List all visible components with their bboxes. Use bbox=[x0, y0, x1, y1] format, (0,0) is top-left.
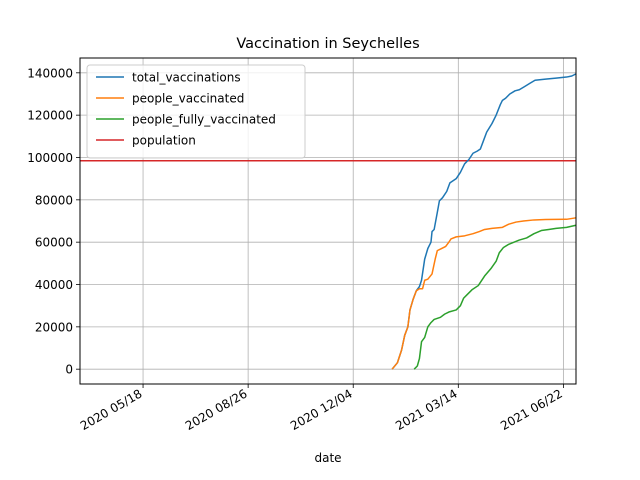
y-tick-label: 40000 bbox=[35, 278, 73, 292]
x-axis-label: date bbox=[314, 451, 341, 465]
y-tick-label: 60000 bbox=[35, 236, 73, 250]
plot-frame bbox=[79, 57, 577, 385]
legend-label: people_fully_vaccinated bbox=[132, 113, 276, 127]
legend-box bbox=[86, 64, 306, 159]
series-lines bbox=[391, 73, 577, 370]
legend: total_vaccinations people_vaccinatedpeopl… bbox=[86, 64, 306, 159]
y-tick-label: 100000 bbox=[27, 151, 73, 165]
legend-label: people_vaccinated bbox=[132, 92, 244, 106]
y-tick-label: 0 bbox=[65, 363, 73, 377]
series-line-people_fully_vaccinated bbox=[413, 224, 577, 370]
y-tick-label: 80000 bbox=[35, 193, 73, 207]
legend-label: total_vaccinations bbox=[132, 71, 241, 85]
y-tick-label: 20000 bbox=[35, 320, 73, 334]
y-axis-ticks: 0 20000 40000 60000 80000 100000 120000 140000 bbox=[27, 66, 80, 377]
y-tick-label: 140000 bbox=[27, 66, 73, 80]
legend-label: population bbox=[132, 134, 196, 148]
y-tick-label: 120000 bbox=[27, 109, 73, 123]
chart-title: Vaccination in Seychelles bbox=[236, 36, 419, 52]
series-line-people_vaccinated bbox=[391, 217, 577, 370]
